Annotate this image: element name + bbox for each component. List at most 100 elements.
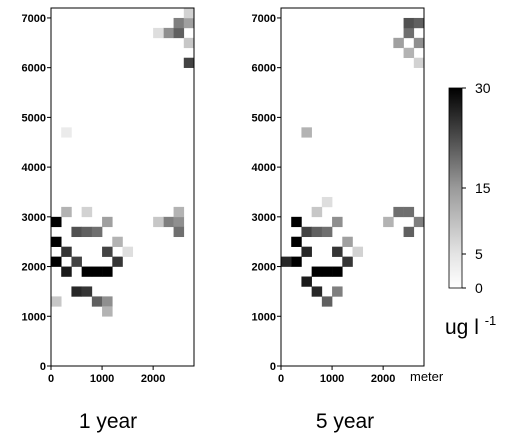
plot-frame xyxy=(50,7,195,367)
colorbar-unit-base: ug l xyxy=(445,316,479,339)
x-tick-label: 1000 xyxy=(90,373,114,385)
heatmap-cell xyxy=(102,246,113,257)
colorbar-ticks: 0 5 15 30 xyxy=(462,80,491,296)
heatmap-cell xyxy=(81,226,93,238)
heatmap-cell xyxy=(403,17,415,29)
heatmap-cell xyxy=(332,286,343,297)
heatmap-cell xyxy=(61,266,72,277)
heatmap-cell xyxy=(163,216,174,228)
heatmap-cell xyxy=(51,256,62,267)
x-tick-label: 0 xyxy=(278,373,284,385)
heatmap-cell xyxy=(91,266,103,277)
heatmap-cell xyxy=(173,17,185,29)
y-axis-ticks: 0 1000 2000 3000 4000 5000 6000 7000 xyxy=(22,13,51,373)
heatmap-cell xyxy=(403,27,415,39)
y-tick-label: 2000 xyxy=(252,262,276,274)
y-tick-label: 4000 xyxy=(252,162,276,174)
y-tick-label: 6000 xyxy=(252,63,276,75)
heatmap-cell xyxy=(332,216,343,228)
heatmap-cell xyxy=(71,286,82,297)
heatmap-cell xyxy=(413,57,425,68)
heatmap-cell xyxy=(342,236,353,247)
heatmap-cell xyxy=(291,236,302,247)
heatmap-cell xyxy=(71,256,82,267)
y-tick-label: 3000 xyxy=(22,212,46,224)
heatmap-cells xyxy=(281,17,425,307)
heatmap-cell xyxy=(332,266,343,277)
heatmap-cell xyxy=(51,216,62,228)
heatmap-cell xyxy=(81,206,93,218)
x-axis-unit: meter xyxy=(410,369,444,384)
colorbar-tick-label: 15 xyxy=(475,180,491,196)
heatmap-cell xyxy=(91,296,103,307)
heatmap-cell xyxy=(153,27,164,39)
colorbar-unit-exponent: -1 xyxy=(485,313,497,328)
plot-frame xyxy=(280,7,425,367)
heatmap-cell xyxy=(91,226,103,238)
heatmap-cell xyxy=(403,226,415,238)
colorbar-gradient xyxy=(448,87,463,289)
x-axis-ticks: 0 1000 2000 xyxy=(48,366,165,385)
heatmap-cell xyxy=(51,236,62,247)
y-tick-label: 1000 xyxy=(22,311,46,323)
y-tick-label: 6000 xyxy=(22,63,46,75)
heatmap-cell xyxy=(413,17,425,29)
heatmap-cell xyxy=(153,216,164,228)
x-tick-label: 2000 xyxy=(371,373,395,385)
y-tick-label: 7000 xyxy=(22,13,46,25)
heatmap-cell xyxy=(183,57,195,68)
y-tick-label: 5000 xyxy=(252,112,276,124)
y-tick-label: 1000 xyxy=(252,311,276,323)
x-tick-label: 1000 xyxy=(320,373,344,385)
heatmap-cell xyxy=(321,266,333,277)
heatmap-cell xyxy=(311,206,323,218)
heatmap-cell xyxy=(183,17,195,29)
heatmap-cell xyxy=(403,47,415,59)
heatmap-cell xyxy=(61,206,72,218)
heatmap-cells xyxy=(51,8,195,317)
heatmap-cell xyxy=(342,256,353,267)
heatmap-cell xyxy=(81,266,93,277)
colorbar-tick-label: 5 xyxy=(475,246,483,262)
heatmap-cell xyxy=(102,266,113,277)
heatmap-cell xyxy=(51,296,62,307)
y-tick-label: 0 xyxy=(270,361,276,373)
heatmap-cell xyxy=(301,246,312,257)
y-tick-label: 2000 xyxy=(22,262,46,274)
heatmap-cell xyxy=(413,216,425,228)
heatmap-cell xyxy=(81,286,93,297)
heatmap-cell xyxy=(71,226,82,238)
heatmap-cell xyxy=(352,246,364,257)
heatmap-cell xyxy=(393,206,404,218)
colorbar-tick-label: 30 xyxy=(475,80,491,96)
y-tick-label: 0 xyxy=(40,361,46,373)
heatmap-cell xyxy=(102,216,113,228)
heatmap-cell xyxy=(383,216,394,228)
heatmap-cell xyxy=(102,296,113,307)
heatmap-cell xyxy=(291,256,302,267)
heatmap-cell xyxy=(112,256,123,267)
panel-caption: 5 year xyxy=(316,410,374,433)
x-tick-label: 0 xyxy=(48,373,54,385)
y-tick-label: 4000 xyxy=(22,162,46,174)
heatmap-cell xyxy=(301,127,312,138)
x-tick-label: 2000 xyxy=(141,373,165,385)
heatmap-cell xyxy=(413,37,425,49)
y-tick-label: 5000 xyxy=(22,112,46,124)
heatmap-cell xyxy=(403,206,415,218)
x-axis-ticks: 0 1000 2000 xyxy=(278,366,395,385)
heatmap-cell xyxy=(61,246,72,257)
heatmap-cell xyxy=(301,276,312,287)
heatmap-cell xyxy=(321,196,333,208)
heatmap-cell xyxy=(311,266,323,277)
colorbar-unit: ug l -1 xyxy=(445,313,496,339)
heatmap-cell xyxy=(393,37,404,49)
heatmap-cell xyxy=(122,246,134,257)
heatmap-cell xyxy=(311,286,323,297)
heatmap-cell xyxy=(332,246,343,257)
y-tick-label: 7000 xyxy=(252,13,276,25)
heatmap-cell xyxy=(102,306,113,317)
